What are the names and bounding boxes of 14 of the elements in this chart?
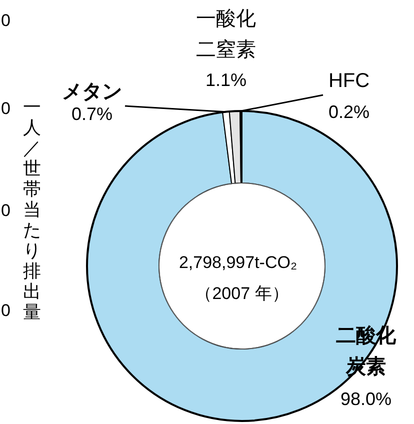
data-label: 98.0% — [340, 389, 392, 409]
slice-label: 一酸化二窒素 — [196, 8, 256, 61]
data-label: 0.7% — [71, 104, 113, 124]
text: 0 — [1, 301, 10, 320]
text: 0 — [1, 201, 10, 220]
text: 一人／世帯当たり排出量 — [23, 97, 41, 322]
text: 0 — [1, 99, 10, 118]
data-label: 1.1% — [205, 70, 247, 90]
text: 0 — [1, 11, 10, 30]
slice-label: メタン — [62, 81, 122, 103]
slice-label: HFC — [328, 70, 370, 92]
text: （2007 年） — [195, 284, 289, 303]
text: 2,798,997t-CO₂ — [178, 253, 298, 272]
data-label: 0.2% — [328, 102, 370, 122]
